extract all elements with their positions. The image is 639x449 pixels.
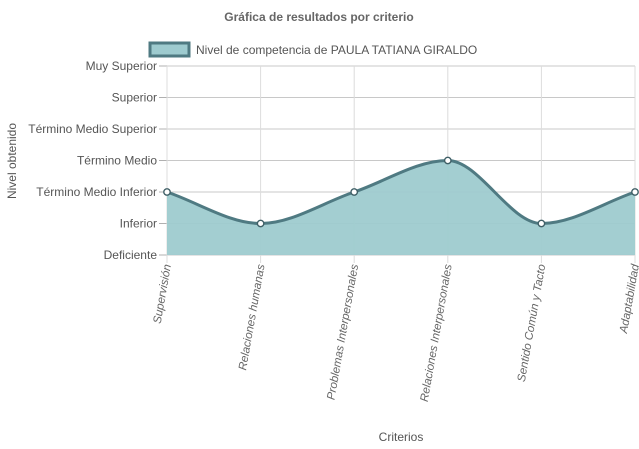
series-area-fill <box>167 160 635 255</box>
y-tick-label: Inferior <box>120 217 157 231</box>
y-tick-label: Término Medio Inferior <box>36 185 157 199</box>
data-point[interactable] <box>256 219 265 228</box>
data-point[interactable] <box>350 188 359 196</box>
chart-title: Gráfica de resultados por criterio <box>224 10 413 24</box>
data-point[interactable] <box>163 188 171 196</box>
legend-label[interactable]: Nivel de competencia de PAULA TATIANA GI… <box>196 43 477 57</box>
x-tick-label: Supervisión <box>152 263 174 324</box>
y-axis-label: Nivel obtenido <box>5 123 19 199</box>
x-tick-label: Sentido Común y Tacto <box>516 263 549 383</box>
data-point[interactable] <box>443 156 452 165</box>
legend-swatch[interactable] <box>148 41 191 58</box>
y-tick-label: Muy Superior <box>86 59 157 73</box>
y-axis-ticks: Deficiente Inferior Término Medio Inferior… <box>28 59 157 262</box>
data-point[interactable] <box>631 188 639 196</box>
x-tick-label: Problemas Interpersonales <box>325 263 361 401</box>
series-area <box>166 158 636 255</box>
x-tick-label: Relaciones humanas <box>237 263 268 371</box>
y-tick-label: Deficiente <box>104 248 158 262</box>
data-points <box>163 156 639 228</box>
legend[interactable]: Nivel de competencia de PAULA TATIANA GI… <box>148 41 477 58</box>
y-tick-label: Superior <box>112 91 157 105</box>
series-line <box>166 158 636 226</box>
y-tick-label: Término Medio <box>77 154 157 168</box>
y-tick-label: Término Medio Superior <box>28 122 157 136</box>
x-tick-label: Adaptabilidad <box>618 263 639 335</box>
x-axis-label: Criterios <box>379 430 424 444</box>
x-axis-ticks: Supervisión Relaciones humanas Problemas I… <box>152 263 639 403</box>
x-tick-label: Relaciones Interpersonales <box>419 263 455 403</box>
data-point[interactable] <box>537 219 546 228</box>
